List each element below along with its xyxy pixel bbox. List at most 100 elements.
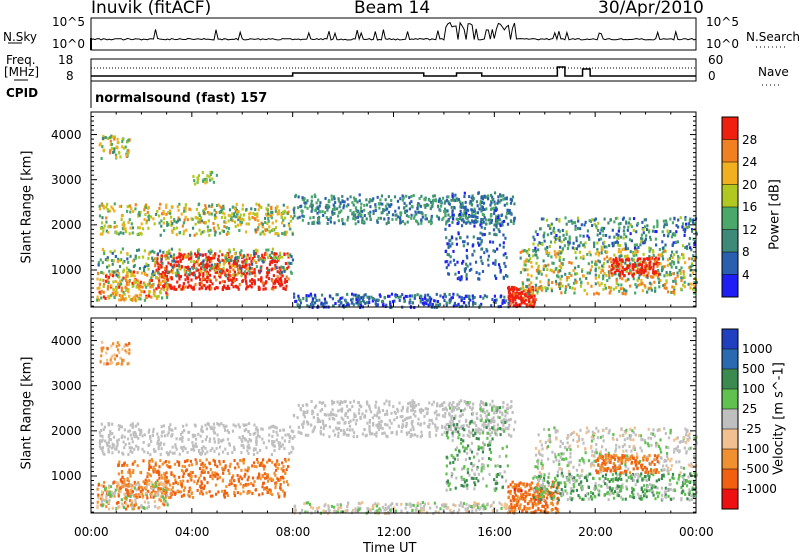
data-cell [126, 210, 128, 213]
data-cell [637, 222, 639, 225]
data-cell [208, 205, 210, 208]
data-cell [527, 273, 529, 276]
data-cell [142, 286, 144, 289]
data-cell [271, 461, 273, 464]
data-cell [322, 303, 324, 306]
data-cell [186, 468, 188, 471]
data-cell [645, 262, 647, 265]
data-cell [302, 297, 304, 300]
data-cell [467, 434, 469, 437]
data-cell [654, 230, 656, 233]
data-cell [430, 217, 432, 220]
data-cell [314, 426, 316, 429]
data-cell [203, 469, 205, 472]
data-cell [357, 216, 359, 219]
data-cell [155, 213, 157, 216]
data-cell [305, 294, 307, 297]
data-cell [148, 462, 150, 465]
data-cell [204, 178, 206, 181]
data-cell [257, 219, 259, 222]
data-cell [549, 245, 551, 248]
data-cell [278, 266, 280, 269]
data-cell [545, 274, 547, 277]
data-cell [238, 288, 240, 291]
data-cell [608, 236, 610, 239]
data-cell [131, 298, 133, 301]
data-cell [469, 222, 471, 225]
data-cell [613, 254, 615, 257]
data-cell [293, 293, 295, 296]
data-cell [199, 253, 201, 256]
data-cell [108, 264, 110, 267]
data-cell [405, 204, 407, 207]
data-cell [529, 294, 531, 297]
data-cell [229, 214, 231, 217]
data-cell [684, 276, 686, 279]
data-cell [532, 298, 534, 301]
data-cell [272, 228, 274, 231]
data-cell [564, 291, 566, 294]
data-cell [179, 231, 181, 234]
data-cell [398, 402, 400, 405]
data-cell [107, 287, 109, 290]
data-cell [293, 211, 295, 214]
data-cell [649, 282, 651, 285]
data-cell [256, 440, 258, 443]
data-cell [117, 464, 119, 467]
data-cell [671, 285, 673, 288]
data-cell [278, 444, 280, 447]
data-cell [680, 288, 682, 291]
data-cell [263, 441, 265, 444]
data-cell [273, 274, 275, 277]
data-cell [422, 216, 424, 219]
data-cell [532, 236, 534, 239]
data-cell [219, 206, 221, 209]
data-cell [214, 460, 216, 463]
data-cell [496, 248, 498, 251]
data-cell [152, 434, 154, 437]
data-cell [223, 460, 225, 463]
data-cell [311, 208, 313, 211]
data-cell [601, 252, 603, 255]
data-cell [408, 196, 410, 199]
data-cell [312, 300, 314, 303]
data-cell [538, 241, 540, 244]
data-cell [166, 296, 168, 299]
data-cell [135, 432, 137, 435]
data-cell [505, 215, 507, 218]
data-cell [181, 469, 183, 472]
data-cell [121, 464, 123, 467]
data-cell [599, 232, 601, 235]
data-cell [260, 266, 262, 269]
data-cell [361, 210, 363, 213]
data-cell [409, 298, 411, 301]
data-cell [641, 282, 643, 285]
data-cell [139, 433, 141, 436]
data-cell [390, 412, 392, 415]
data-cell [253, 259, 255, 262]
data-cell [220, 422, 222, 425]
data-cell [509, 406, 511, 409]
data-cell [104, 297, 106, 300]
data-cell [487, 264, 489, 267]
data-cell [194, 283, 196, 286]
data-cell [521, 301, 523, 304]
data-cell [342, 200, 344, 203]
data-cell [525, 285, 527, 288]
data-cell [412, 425, 414, 428]
data-cell [269, 263, 271, 266]
data-cell [293, 296, 295, 299]
data-cell [461, 206, 463, 209]
data-cell [209, 229, 211, 232]
data-cell [101, 435, 103, 438]
data-cell [495, 207, 497, 210]
data-cell [228, 232, 230, 235]
data-cell [598, 275, 600, 278]
data-cell [409, 416, 411, 419]
data-cell [646, 224, 648, 227]
data-cell [196, 276, 198, 279]
data-cell [184, 255, 186, 258]
data-cell [268, 434, 270, 437]
data-cell [438, 413, 440, 416]
data-cell [182, 449, 184, 452]
